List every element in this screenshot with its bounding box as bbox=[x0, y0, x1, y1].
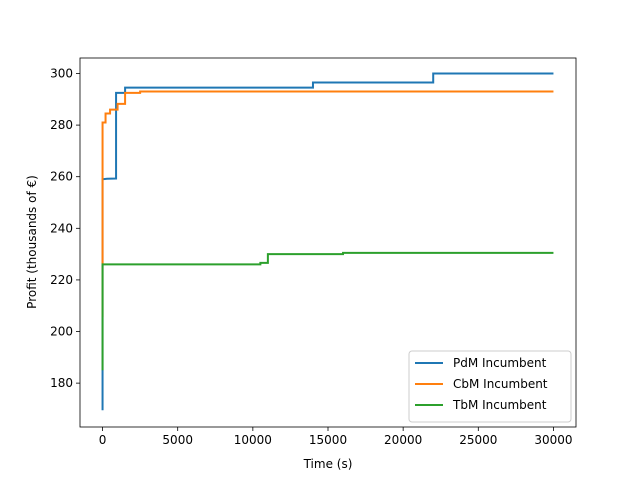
y-tick-label: 200 bbox=[50, 325, 73, 339]
x-tick-label: 15000 bbox=[309, 433, 347, 447]
y-axis: 180 200 220 240 260 280 300 bbox=[50, 66, 80, 390]
y-tick-label: 240 bbox=[50, 221, 73, 235]
y-tick-label: 180 bbox=[50, 376, 73, 390]
y-axis-label: Profit (thousands of €) bbox=[25, 175, 39, 309]
x-tick-label: 25000 bbox=[459, 433, 497, 447]
legend-label-3: TbM Incumbent bbox=[452, 398, 547, 412]
series-line-3 bbox=[101, 251, 554, 371]
y-tick-label: 260 bbox=[50, 170, 73, 184]
x-axis: 0 5000 10000 15000 20000 25000 30000 bbox=[99, 427, 573, 447]
x-tick-label: 0 bbox=[99, 433, 107, 447]
x-tick-label: 5000 bbox=[162, 433, 193, 447]
legend: PdM Incumbent CbM Incumbent TbM Incumbent bbox=[408, 350, 572, 423]
x-tick-label: 20000 bbox=[384, 433, 422, 447]
y-tick-label: 300 bbox=[50, 66, 73, 80]
legend-box bbox=[408, 350, 572, 423]
x-tick-label: 30000 bbox=[534, 433, 572, 447]
x-tick-label: 10000 bbox=[234, 433, 272, 447]
legend-label-2: CbM Incumbent bbox=[453, 377, 548, 391]
y-tick-label: 220 bbox=[50, 273, 73, 287]
series-line-2 bbox=[101, 90, 554, 317]
y-tick-label: 280 bbox=[50, 118, 73, 132]
x-axis-label: Time (s) bbox=[303, 457, 353, 471]
legend-label-1: PdM Incumbent bbox=[453, 356, 547, 370]
plot-area bbox=[101, 72, 554, 411]
